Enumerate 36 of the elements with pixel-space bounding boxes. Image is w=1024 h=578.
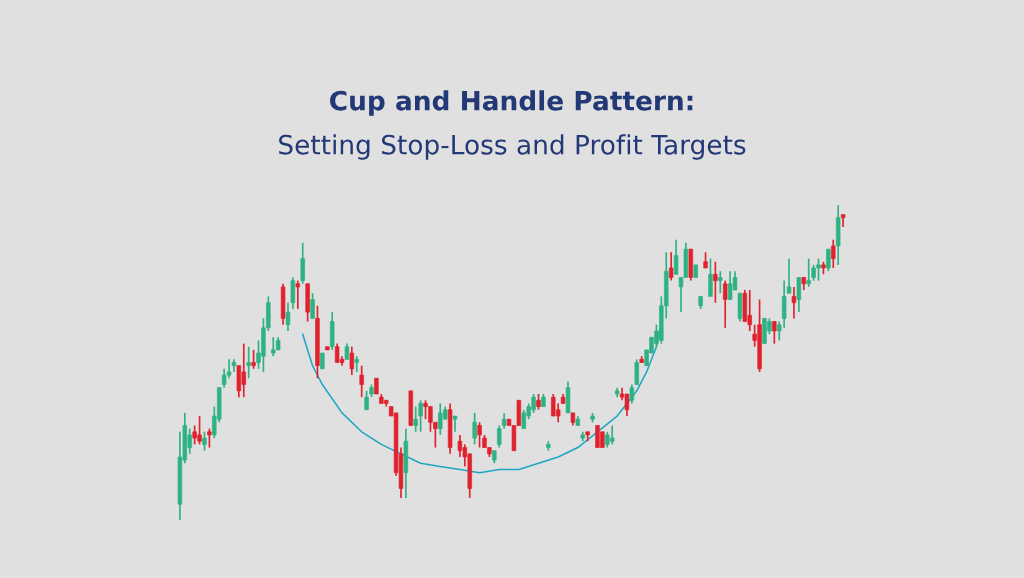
candlestick <box>673 238 679 276</box>
candlestick <box>202 430 207 452</box>
candlestick <box>668 251 674 282</box>
candlestick <box>359 364 364 398</box>
candlestick <box>364 390 369 411</box>
candlestick <box>718 270 723 295</box>
candlestick <box>781 279 787 329</box>
candlestick <box>629 383 635 405</box>
candlestick <box>791 286 797 320</box>
candlestick <box>713 260 718 304</box>
candlestick <box>290 276 296 310</box>
candlestick <box>708 257 713 298</box>
chart-title: Cup and Handle Pattern: <box>330 90 693 116</box>
candlestick <box>634 358 639 386</box>
candlestick <box>477 421 482 449</box>
candlestick <box>295 279 301 310</box>
chart-subtitle: Setting Stop-Loss and Profit Targets <box>279 134 746 160</box>
candlestick <box>786 257 792 295</box>
candlestick <box>300 241 305 285</box>
candlestick <box>285 301 291 332</box>
candlestick <box>457 434 463 458</box>
candlestick <box>310 292 315 320</box>
candlestick <box>826 248 831 273</box>
candlestick <box>251 349 256 370</box>
candlestick <box>354 355 359 373</box>
candlestick <box>452 415 458 433</box>
candlestick <box>722 279 728 329</box>
candlestick <box>472 412 477 446</box>
candlestick <box>207 427 212 449</box>
candlestick <box>418 399 423 433</box>
candlestick <box>772 320 777 345</box>
candlestick <box>246 345 251 380</box>
candlestick <box>831 238 836 269</box>
candlestick <box>609 424 615 446</box>
candlestick <box>349 345 355 376</box>
candlestick <box>796 276 802 313</box>
